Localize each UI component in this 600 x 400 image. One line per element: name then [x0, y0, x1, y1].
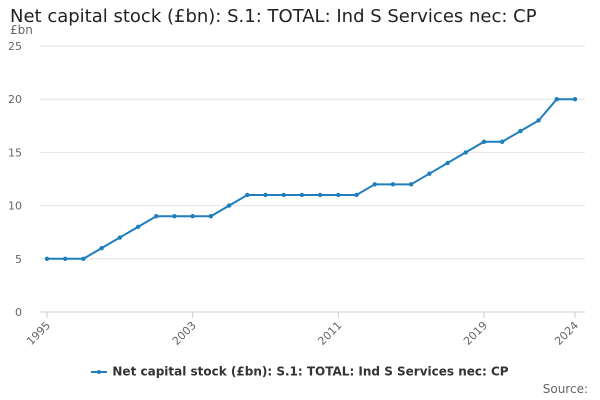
data-point [245, 192, 250, 198]
data-point [299, 192, 305, 198]
data-point [135, 224, 141, 230]
data-point [408, 182, 414, 187]
x-tick-label: 2011 [315, 319, 344, 348]
x-tick-label: 1995 [24, 319, 53, 348]
data-point [63, 256, 68, 261]
series-line [47, 98, 575, 260]
y-tick-label: 5 [15, 253, 22, 266]
data-point [317, 192, 323, 198]
y-unit-label: £bn [10, 23, 33, 37]
data-point [263, 192, 268, 198]
x-tick-label: 2019 [461, 319, 490, 348]
data-point [336, 192, 341, 198]
data-point [281, 192, 286, 198]
y-tick-label: 25 [8, 40, 22, 53]
y-tick-label: 20 [8, 93, 22, 106]
data-point [354, 192, 359, 198]
x-tick-label: 2024 [552, 319, 581, 348]
legend[interactable]: Net capital stock (£bn): S.1: TOTAL: Ind… [0, 364, 600, 379]
data-point [44, 256, 50, 261]
data-point [372, 182, 377, 187]
data-point [554, 97, 559, 102]
y-tick-label: 0 [15, 306, 22, 319]
data-point [172, 214, 177, 219]
data-point [572, 97, 578, 102]
legend-swatch [91, 367, 108, 377]
data-point [536, 118, 541, 123]
y-tick-label: 15 [8, 146, 22, 159]
y-tick-label: 10 [8, 200, 22, 213]
data-point [390, 182, 396, 187]
data-point [117, 235, 123, 240]
source-label: Source: [542, 382, 588, 396]
data-point [463, 150, 468, 155]
data-point [190, 214, 195, 219]
chart-title: Net capital stock (£bn): S.1: TOTAL: Ind… [10, 6, 537, 27]
legend-label: Net capital stock (£bn): S.1: TOTAL: Ind… [112, 364, 509, 379]
data-point [481, 139, 487, 144]
data-point [99, 245, 104, 251]
data-point [499, 139, 505, 144]
data-point [208, 214, 214, 219]
data-point [154, 214, 159, 219]
data-point [226, 203, 232, 208]
data-point [445, 160, 450, 166]
data-point [427, 171, 432, 176]
x-tick-label: 2003 [170, 319, 199, 348]
data-point [81, 256, 86, 261]
data-point [518, 128, 523, 134]
